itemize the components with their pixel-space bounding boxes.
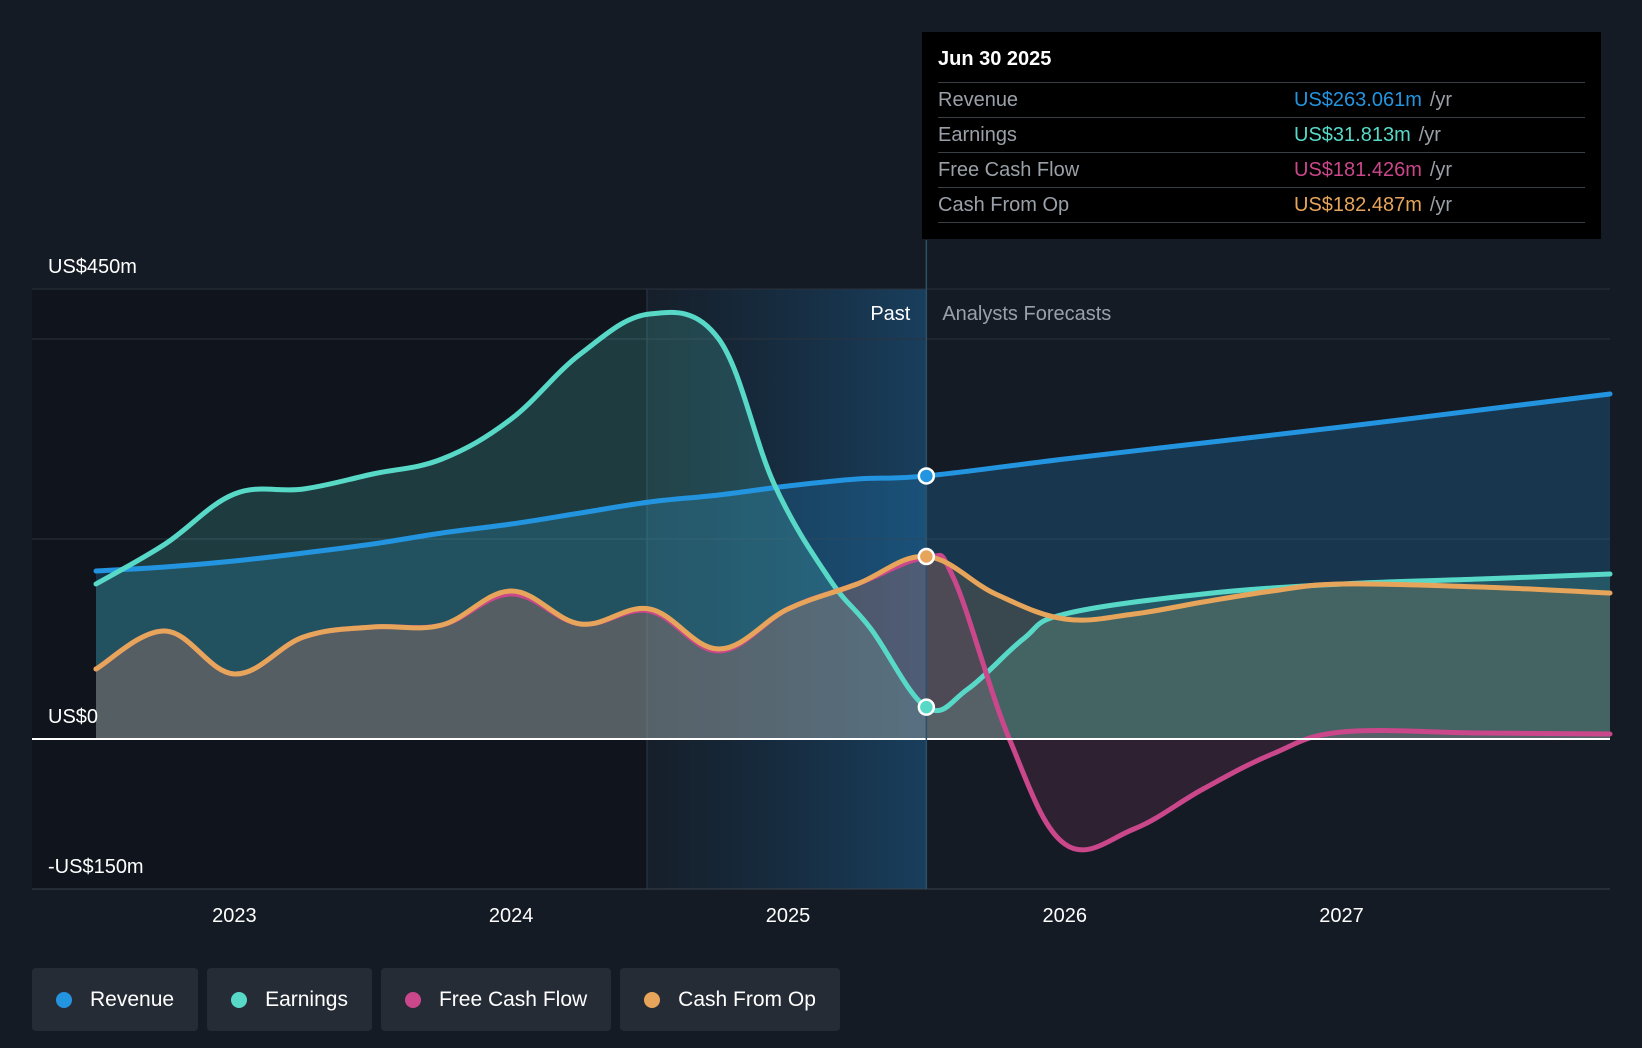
tooltip-unit: /yr: [1429, 194, 1453, 216]
x-tick-label: 2025: [766, 905, 811, 927]
cash-from-op-marker: [917, 547, 936, 566]
tooltip-unit: /yr: [1418, 124, 1441, 146]
y-axis-label: US$450m: [48, 256, 137, 278]
tooltip-row-free-cash-flow: Free Cash Flow US$181.426m /yr: [938, 153, 1585, 188]
tooltip-label: Cash From Op: [938, 194, 1070, 216]
tooltip-unit: /yr: [1429, 89, 1453, 111]
revenue-marker: [917, 467, 936, 485]
tooltip-label: Earnings: [938, 124, 1017, 146]
legend-item-revenue[interactable]: Revenue: [32, 968, 199, 1031]
tooltip-value: US$182.487m: [1294, 194, 1422, 216]
free-cash-flow-area: [96, 555, 1610, 850]
tooltip: Jun 30 2025 Revenue US$263.061m /yr Earn…: [922, 32, 1601, 239]
legend-item-free-cash-flow[interactable]: Free Cash Flow: [380, 968, 612, 1031]
legend-label: Cash From Op: [678, 987, 816, 1011]
tooltip-value: US$181.426m: [1294, 159, 1422, 181]
free-cash-flow-dot-icon: [404, 991, 421, 1008]
legend-label: Free Cash Flow: [438, 987, 588, 1011]
revenue-dot-icon: [56, 991, 72, 1008]
tooltip-row-cash-from-op: Cash From Op US$182.487m /yr: [938, 188, 1585, 223]
tooltip-label: Revenue: [938, 89, 1019, 111]
x-tick-label: 2023: [212, 905, 257, 927]
legend-label: Earnings: [265, 987, 348, 1011]
y-axis-label: -US$150m: [48, 856, 144, 878]
legend-item-cash-from-op[interactable]: Cash From Op: [620, 968, 840, 1031]
tooltip-value: US$31.813m: [1294, 124, 1411, 146]
x-tick-label: 2026: [1042, 905, 1087, 927]
cash-from-op-line: [93, 554, 1613, 677]
tooltip-value: US$263.061m: [1294, 89, 1422, 111]
earnings-dot-icon: [231, 991, 248, 1008]
tooltip-unit: /yr: [1429, 159, 1453, 181]
x-tick-label: 2027: [1319, 905, 1364, 927]
cash-from-op-area: [96, 556, 1610, 739]
legend: Revenue Earnings Free Cash Flow Cash Fro…: [32, 968, 840, 1031]
earnings-area: [96, 312, 1610, 739]
past-label: Past: [870, 303, 910, 325]
tooltip-label: Free Cash Flow: [938, 159, 1080, 181]
y-axis-label: US$0: [48, 706, 98, 728]
forecast-label: Analysts Forecasts: [942, 303, 1111, 325]
tooltip-row-revenue: Revenue US$263.061m /yr: [938, 83, 1585, 118]
earnings-line: [93, 309, 1613, 714]
earnings-marker: [917, 698, 936, 716]
tooltip-row-earnings: Earnings US$31.813m /yr: [938, 118, 1585, 153]
legend-label: Revenue: [90, 987, 175, 1011]
revenue-line: [93, 391, 1613, 574]
legend-item-earnings[interactable]: Earnings: [207, 968, 372, 1031]
cash-from-op-dot-icon: [644, 991, 661, 1008]
tooltip-date: Jun 30 2025: [938, 46, 1585, 83]
past-highlight-region: [647, 289, 927, 889]
x-tick-label: 2024: [489, 905, 534, 927]
revenue-area: [96, 394, 1610, 739]
